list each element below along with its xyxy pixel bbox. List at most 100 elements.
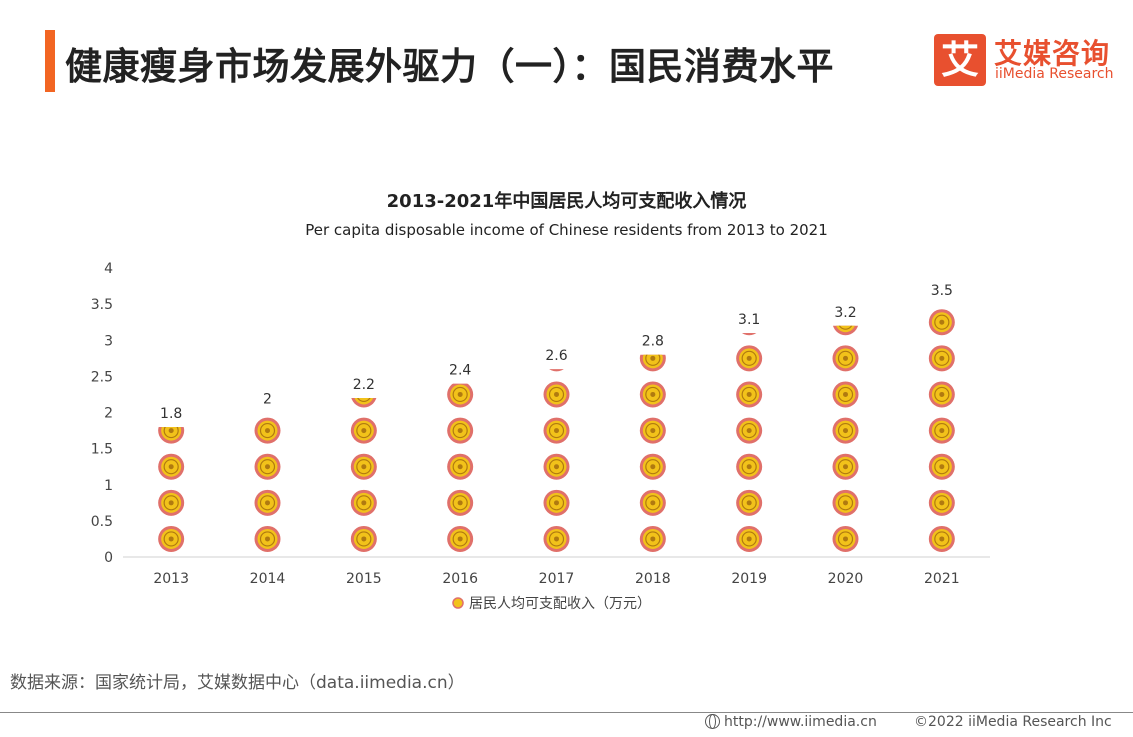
coin-face [161, 426, 182, 441]
coin-center [554, 391, 559, 397]
coin-ring [934, 386, 950, 403]
coin-center [361, 536, 367, 542]
y-tick-label: 1.5 [91, 442, 113, 458]
coin-ring [163, 426, 179, 439]
bar-2015 [350, 398, 377, 552]
coin-ring [741, 386, 757, 403]
coin-stack [158, 426, 185, 552]
coin-center [746, 355, 752, 361]
legend-label: 居民人均可支配收入（万元） [469, 596, 651, 612]
data-label: 2.4 [449, 363, 471, 379]
coin-center [650, 391, 656, 397]
coin-ring [934, 531, 950, 547]
y-tick-label: 0.5 [91, 514, 113, 530]
coin-center [746, 428, 752, 434]
coin-ring [163, 531, 179, 547]
coin-ring [741, 350, 757, 366]
brand-logo[interactable]: 艾 艾媒咨询 iiMedia Research [934, 32, 1124, 90]
coin-stack [928, 309, 955, 552]
coin-ring [163, 495, 179, 511]
coin-ring [259, 422, 276, 439]
coin-center [843, 500, 848, 506]
coin-ring [741, 459, 757, 475]
coin-ring [452, 386, 468, 403]
coin-center [554, 536, 559, 542]
coin-ring [645, 495, 661, 511]
coin-center [265, 500, 270, 506]
y-tick-label: 1 [104, 478, 113, 494]
coin-center [650, 428, 656, 434]
x-tick-label: 2021 [924, 571, 960, 587]
y-tick-label: 4 [104, 261, 113, 277]
coin-center [168, 428, 174, 434]
footer-url[interactable]: http://www.iimedia.cn [705, 714, 877, 730]
coin-center [361, 500, 367, 506]
coin-ring [934, 422, 950, 439]
coin-ring [357, 398, 371, 403]
coin-ring [452, 531, 468, 547]
coin-center [650, 355, 656, 361]
coin-ring [741, 531, 757, 547]
coin-stack [543, 369, 570, 552]
data-label: 3.2 [834, 305, 856, 321]
coin-ring [548, 422, 565, 439]
y-axis: 0 0.5 1 1.5 2 2.5 3 3.5 4 [91, 261, 113, 566]
bar-2020 [832, 325, 859, 552]
legend-marker [452, 597, 464, 609]
coin-ring [356, 459, 372, 475]
coin-ring [645, 386, 661, 403]
coin-center [457, 500, 463, 506]
data-label: 3.1 [738, 312, 760, 328]
x-tick-label: 2017 [539, 571, 575, 587]
coin-center [361, 428, 367, 434]
coin-ring [934, 459, 950, 475]
coin-ring [548, 386, 565, 403]
coin-center [939, 391, 945, 397]
coin-center [554, 464, 559, 470]
coin-ring [837, 531, 854, 547]
y-tick-label: 2.5 [91, 369, 113, 385]
coin-center [265, 464, 270, 470]
bars [158, 309, 955, 552]
coin-center [746, 391, 752, 397]
bar-2019 [736, 333, 763, 552]
coin-center [361, 464, 367, 470]
coin-center [843, 428, 848, 434]
x-tick-label: 2016 [442, 571, 478, 587]
coin-ring [837, 459, 854, 475]
coin-ring [838, 325, 853, 330]
x-tick-label: 2013 [153, 571, 189, 587]
coin-center [168, 500, 174, 506]
coin-ring [837, 386, 854, 403]
coin-center [939, 428, 945, 434]
coin-center [457, 536, 463, 542]
coin-center [168, 536, 174, 542]
coin-center [554, 428, 559, 434]
coin-ring [645, 422, 661, 439]
coin-center [554, 500, 559, 506]
coin-center [746, 536, 752, 542]
coin-center [457, 428, 463, 434]
footer-url-text[interactable]: http://www.iimedia.cn [724, 714, 877, 730]
coin-rim [549, 369, 564, 372]
y-tick-label: 3 [104, 333, 113, 349]
y-tick-label: 3.5 [91, 297, 113, 313]
coin-ring [741, 495, 757, 511]
x-axis: 2013 2014 2015 2016 2017 2018 2019 2020 2021 [153, 571, 959, 587]
coin-stack [639, 354, 666, 552]
coin-center [650, 536, 656, 542]
coin-ring [163, 459, 179, 475]
coin-ring [741, 422, 757, 439]
legend[interactable]: 居民人均可支配收入（万元） [452, 596, 651, 612]
y-tick-label: 0 [104, 550, 113, 566]
bar-2021 [928, 309, 955, 552]
coin-ring [452, 422, 468, 439]
coin-ring [934, 314, 950, 330]
bar-2017 [543, 369, 570, 552]
coin-center [843, 391, 848, 397]
coin-ring [548, 459, 565, 475]
coin-center [843, 536, 848, 542]
coin-ring [259, 459, 276, 475]
coin-center [650, 464, 656, 470]
